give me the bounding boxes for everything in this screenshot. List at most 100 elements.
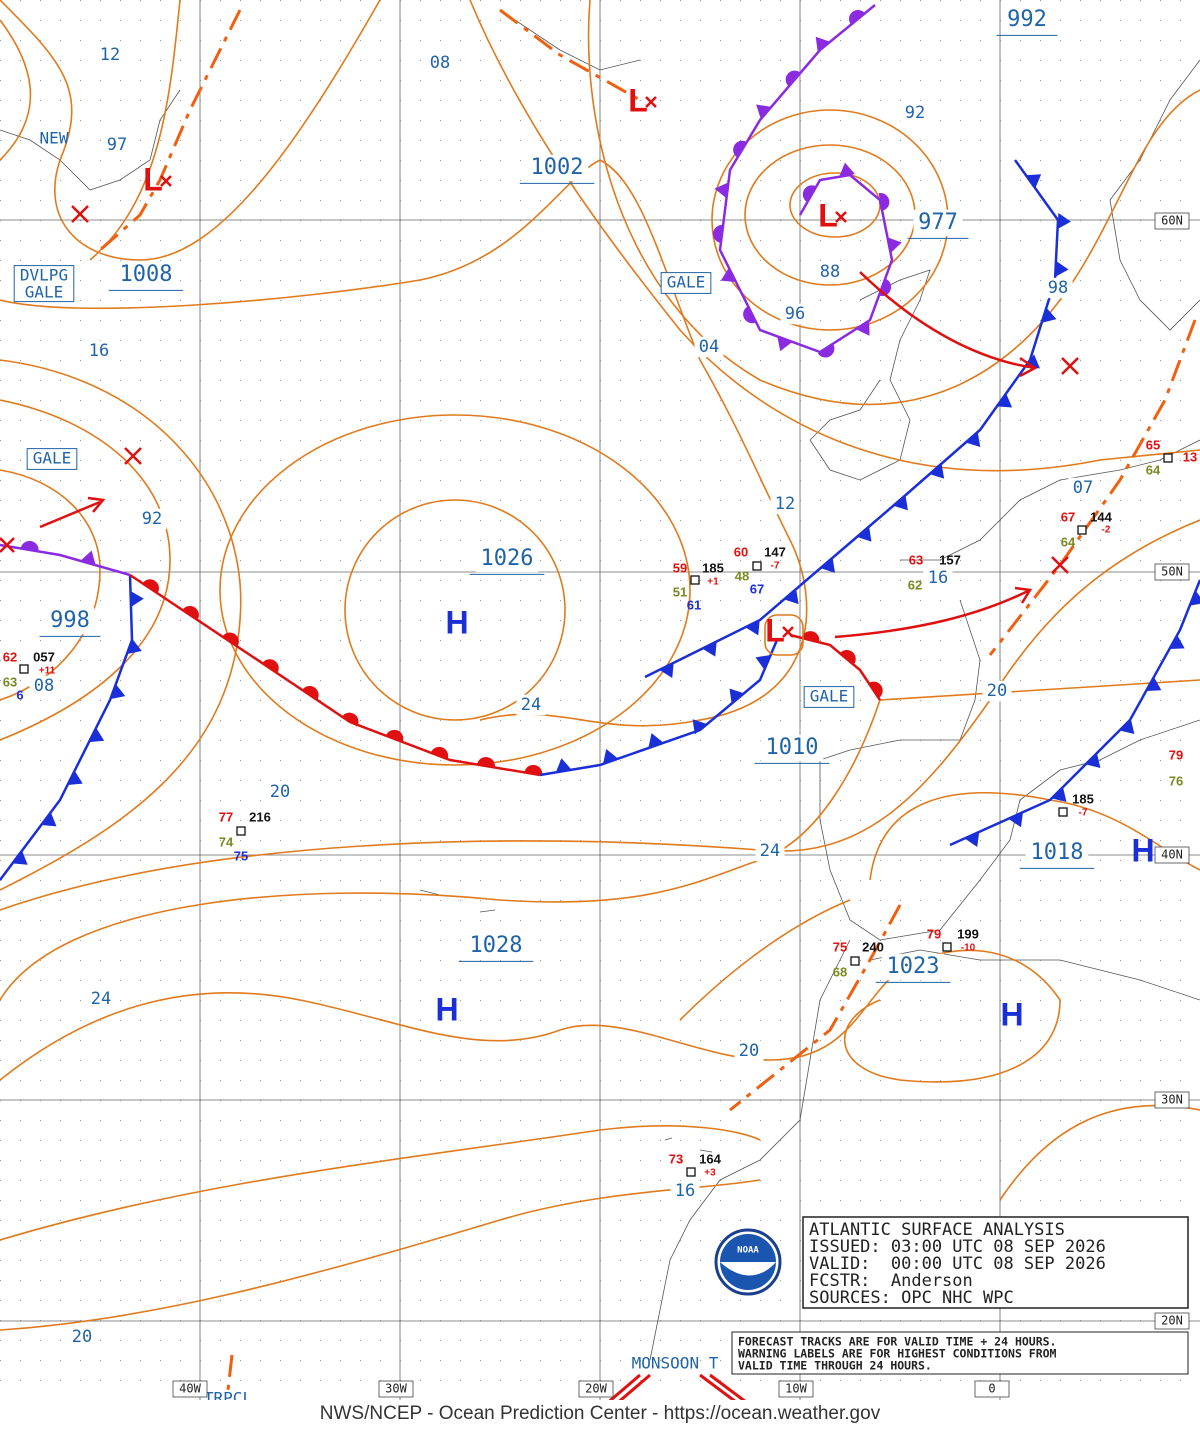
isobar-label: 92 <box>142 509 162 529</box>
boxed-label: GALE <box>667 273 706 292</box>
label-bg <box>114 261 178 289</box>
label-bg <box>1043 277 1073 299</box>
station-value: 64 <box>1146 462 1161 477</box>
lat-label: 60N <box>1161 214 1183 228</box>
front-pip <box>130 590 144 607</box>
label-box <box>660 272 712 294</box>
station-value: 64 <box>1061 534 1076 549</box>
storm-x <box>0 205 1079 574</box>
front-pip <box>777 336 793 352</box>
front-pip <box>720 267 737 283</box>
label-bg <box>475 545 539 573</box>
front-pip <box>1057 212 1071 229</box>
isobar-label: 1026 <box>481 546 534 571</box>
station-value: 67 <box>750 581 764 596</box>
label-bg <box>770 493 800 515</box>
lat-bg <box>1154 1091 1190 1109</box>
station-value: 77 <box>219 809 233 824</box>
front-pip <box>755 655 771 670</box>
station-value: 63 <box>909 552 923 567</box>
isobar-label: 04 <box>699 337 719 357</box>
front-pip <box>743 306 757 324</box>
front-pip <box>302 685 319 700</box>
front-line <box>644 159 1060 679</box>
front-pip <box>893 495 908 511</box>
station-value: 13 <box>1183 449 1197 464</box>
boxed-label: NEW <box>40 129 69 148</box>
station-marker <box>850 956 860 966</box>
station-value: 75 <box>833 939 847 954</box>
front-pip <box>820 557 836 573</box>
station-value: 51 <box>673 584 687 599</box>
station-value: 48 <box>735 568 749 583</box>
low-x <box>835 211 847 223</box>
isobar-label: 24 <box>91 989 111 1009</box>
front-pip <box>887 237 902 253</box>
front-pip <box>182 605 199 620</box>
front-pip <box>733 140 747 158</box>
station-value: 76 <box>1169 773 1183 788</box>
front-pip <box>20 540 39 552</box>
front-pip <box>729 688 744 704</box>
isobar-label: 96 <box>785 304 805 324</box>
front-pip <box>262 659 279 674</box>
high-center: H <box>1131 832 1154 868</box>
isobar-label: 12 <box>775 494 795 514</box>
front-pip <box>756 104 772 120</box>
label-bg <box>1025 839 1089 867</box>
lon-label: 10W <box>785 1382 807 1396</box>
front-pip <box>385 729 404 743</box>
label-box <box>26 448 78 470</box>
info-title: ATLANTIC SURFACE ANALYSIS <box>809 1220 1065 1240</box>
label-bg <box>84 340 114 362</box>
station-value: 185 <box>1072 791 1094 806</box>
front-pip <box>222 632 239 647</box>
low-x <box>160 175 172 187</box>
station-value: 61 <box>687 597 701 612</box>
front-pip <box>929 463 945 479</box>
station-value: 240 <box>862 939 884 954</box>
label-bg <box>525 154 589 182</box>
station-marker <box>1077 525 1087 535</box>
label-bg <box>45 607 95 635</box>
isobar-label: 08 <box>34 676 54 696</box>
front-pip <box>1085 753 1101 768</box>
station-value: 63 <box>3 674 17 689</box>
high-center: H <box>435 991 458 1027</box>
front-pip <box>965 432 981 448</box>
high-center: H <box>445 604 468 640</box>
station-value: 216 <box>249 809 271 824</box>
lon-label: 40W <box>179 1382 201 1396</box>
station-marker <box>686 1167 696 1177</box>
lon-label: 0 <box>988 1382 995 1396</box>
lat-label: 30N <box>1161 1093 1183 1107</box>
isobar-label: 1010 <box>766 735 819 760</box>
label-bg <box>516 694 546 716</box>
front-pip <box>839 162 855 177</box>
label-bg <box>694 336 724 358</box>
station-value: -2 <box>1102 525 1111 536</box>
front-pip <box>648 733 664 749</box>
motion-arrows <box>39 271 1038 639</box>
station-marker <box>942 942 952 952</box>
isobar-label: 20 <box>987 681 1007 701</box>
lon-bg <box>974 1380 1010 1398</box>
lon-bg <box>778 1380 814 1398</box>
front-pip <box>1025 174 1042 189</box>
fronts <box>0 4 1200 881</box>
lon-bg <box>172 1380 208 1398</box>
label-bg <box>780 303 810 325</box>
label-bg <box>95 44 125 66</box>
station-value: -7 <box>1079 808 1088 819</box>
lat-bg <box>1154 563 1190 581</box>
front-pip <box>1008 812 1023 828</box>
station-value: 60 <box>734 544 748 559</box>
front-pip <box>713 224 724 243</box>
label-bg <box>670 1180 700 1202</box>
front-pip <box>524 764 543 776</box>
label-bg <box>29 675 59 697</box>
station-marker <box>19 664 29 674</box>
isobar-label: 1008 <box>120 262 173 287</box>
